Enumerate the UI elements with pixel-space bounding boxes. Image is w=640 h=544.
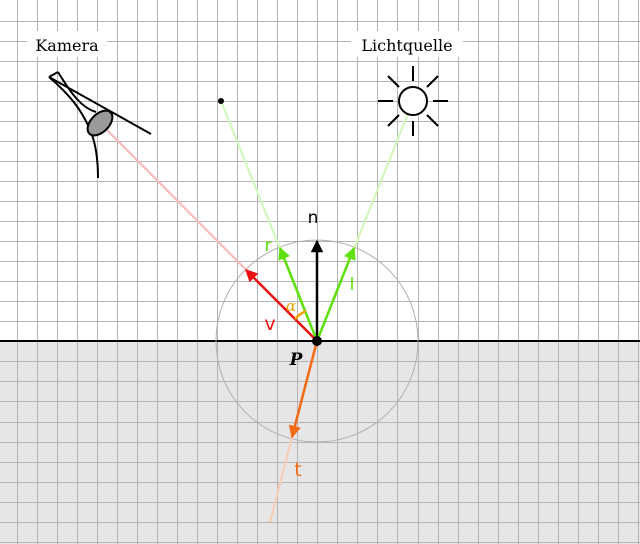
transmission-vector bbox=[288, 340, 319, 439]
view-label: v bbox=[264, 313, 275, 335]
transmission-label: t bbox=[294, 459, 301, 481]
camera-eye-icon bbox=[48, 71, 152, 179]
sun-icon bbox=[378, 66, 448, 136]
light-label-box bbox=[351, 31, 463, 57]
intersection-point bbox=[312, 336, 322, 346]
point-label: P bbox=[289, 350, 304, 370]
light-vector bbox=[315, 246, 356, 342]
reflection-label: r bbox=[265, 236, 272, 256]
camera-label: Kamera bbox=[35, 36, 99, 55]
view-vector bbox=[245, 269, 318, 342]
light-vector-label: l bbox=[350, 275, 355, 295]
camera-label-box bbox=[27, 31, 107, 57]
angle-label: α bbox=[286, 297, 296, 315]
normal-label: n bbox=[308, 208, 319, 228]
light-label: Lichtquelle bbox=[361, 36, 452, 55]
reflection-target-dot bbox=[218, 98, 224, 104]
reflection-vector bbox=[278, 246, 319, 342]
angle-arc bbox=[294, 309, 307, 320]
